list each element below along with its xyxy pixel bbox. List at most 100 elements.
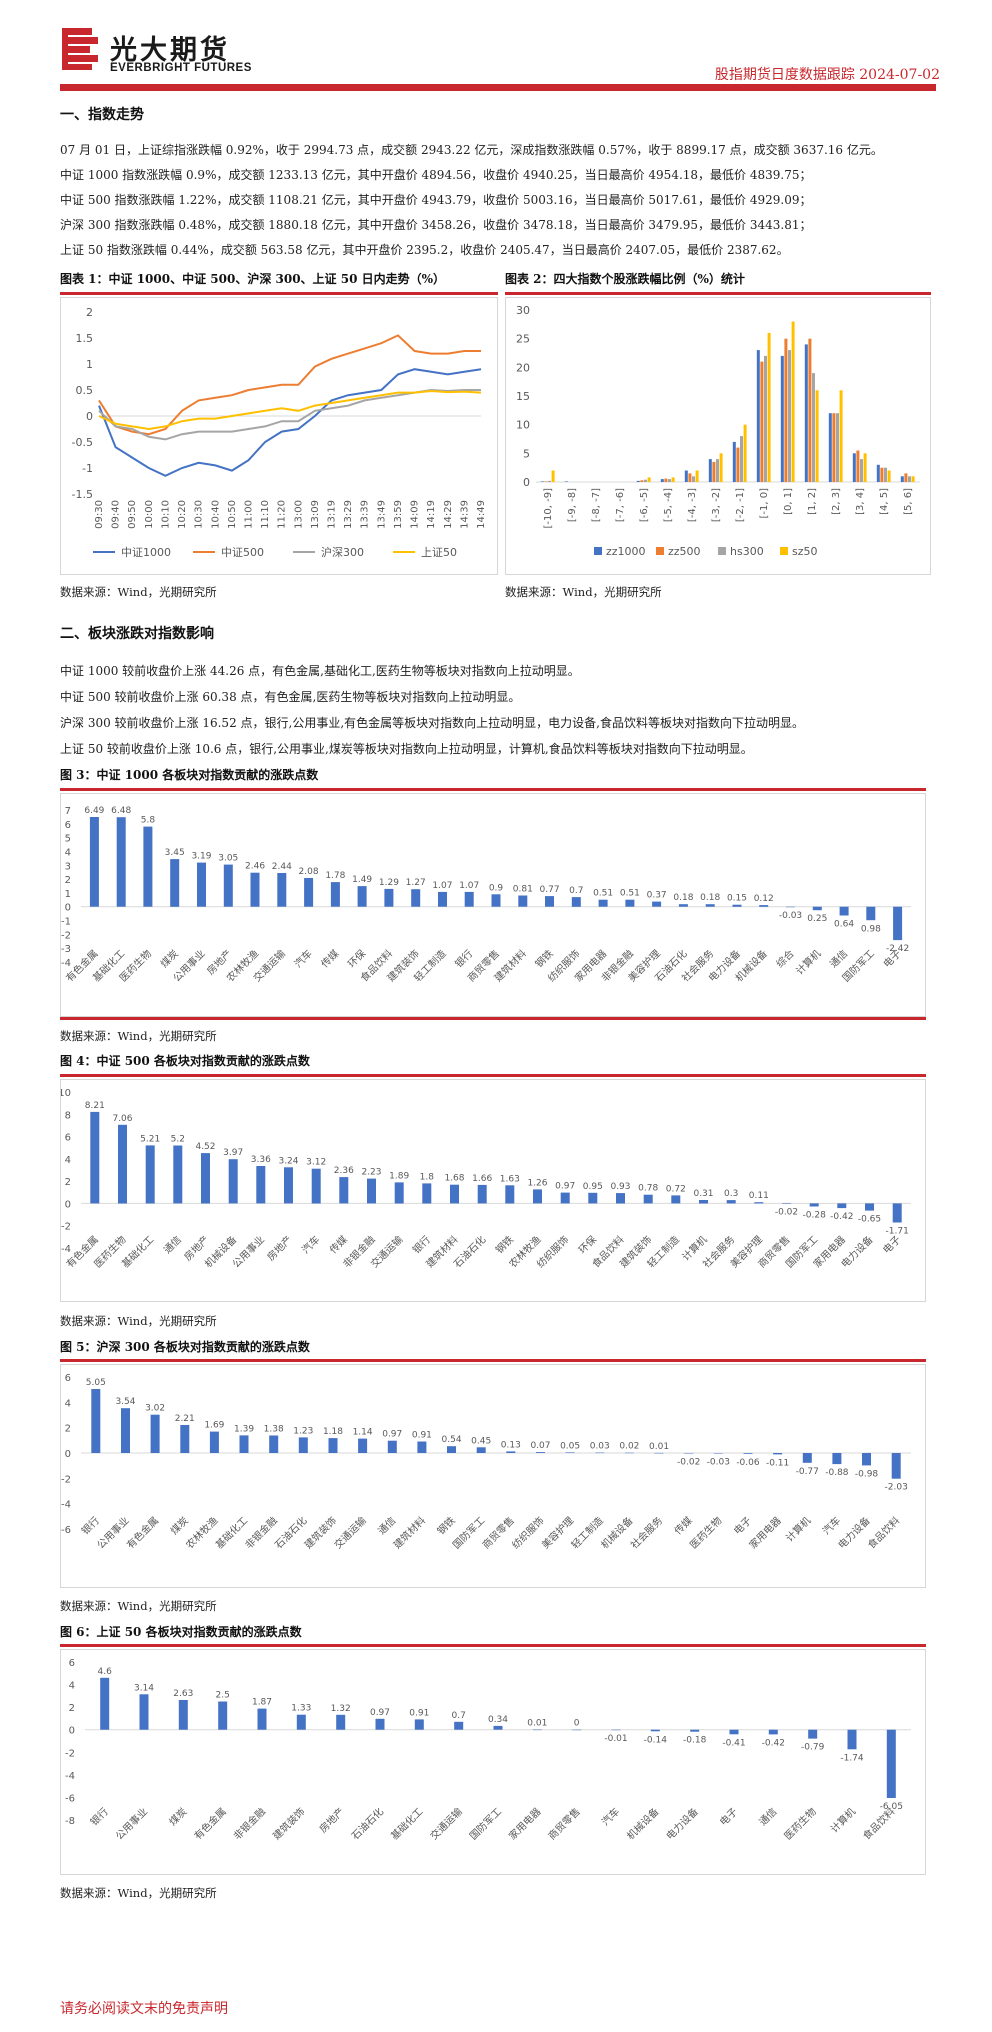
data-label: 0.97 (555, 1182, 575, 1192)
bar (837, 1203, 847, 1209)
fig2-top-rule (505, 292, 931, 295)
x-tick-label: [-1, 0] (759, 488, 770, 519)
bar (644, 479, 647, 482)
bar (863, 453, 867, 482)
bar (588, 1192, 598, 1204)
data-label: 5.05 (86, 1378, 106, 1388)
bar (713, 1453, 723, 1454)
y-tick-label: -6 (65, 1793, 75, 1804)
x-tick-label: 电力设备 (663, 1805, 700, 1842)
x-tick-label: 医药生物 (781, 1805, 818, 1842)
bar (536, 1452, 545, 1453)
data-label: 2.21 (175, 1414, 195, 1424)
data-label: 0.51 (593, 889, 613, 899)
x-tick-label: 13:09 (310, 500, 321, 529)
bar (551, 470, 555, 482)
report-title: 股指期货日度数据跟踪 2024-07-02 (714, 67, 940, 83)
bar (357, 886, 367, 907)
data-label: 3.02 (145, 1404, 165, 1414)
data-label: 0.51 (620, 889, 640, 899)
bar (788, 350, 791, 482)
y-tick-label: 1.5 (76, 332, 94, 345)
bar (493, 1725, 503, 1730)
data-label: 5.2 (171, 1134, 185, 1144)
section2-paragraph: 中证 500 较前收盘价上涨 60.38 点，有色金属,医药生物等板块对指数向上… (60, 690, 521, 704)
bar (564, 481, 568, 482)
bar (695, 470, 699, 482)
bar (716, 459, 719, 482)
data-label: 0.91 (412, 1430, 432, 1440)
data-label: 3.14 (134, 1683, 154, 1693)
y-tick-label: -2 (65, 1748, 75, 1759)
data-label: -0.11 (766, 1458, 789, 1468)
x-tick-label: 13:59 (393, 500, 404, 529)
fig5-top-rule (60, 1359, 926, 1362)
fig3-bottom-rule (60, 1017, 926, 1020)
x-tick-label: 房地产 (316, 1805, 346, 1835)
bar (884, 467, 887, 482)
bar (791, 321, 795, 482)
fig4-top-rule (60, 1074, 926, 1077)
bar (880, 467, 884, 482)
bar (892, 1203, 902, 1223)
data-label: 0.12 (754, 894, 774, 904)
bar (218, 1701, 228, 1730)
bar (477, 1184, 487, 1204)
y-tick-label: 2 (65, 875, 71, 886)
data-label: 1.27 (406, 878, 426, 888)
bar (647, 477, 651, 482)
bar (887, 470, 891, 482)
bar (91, 1389, 101, 1453)
fig2-chart: 0 5 10 15 20 25 30 [-10, -9] [-9, -8] [-8, -7] [-7… (516, 304, 920, 558)
x-tick-label: [2, 3] (831, 488, 842, 515)
data-label: -0.88 (825, 1468, 849, 1478)
data-label: 1.8 (420, 1172, 435, 1182)
bar (852, 453, 856, 482)
data-label: 0.7 (569, 886, 583, 896)
data-label: 3.12 (306, 1158, 326, 1168)
bar (740, 436, 743, 482)
x-tick-label: [1, 2] (807, 488, 818, 515)
x-tick-label: 10:10 (160, 500, 171, 529)
data-label: 1.18 (323, 1427, 343, 1437)
data-label: 0.18 (673, 893, 693, 903)
x-tick-label: 传媒 (319, 948, 342, 971)
section1-paragraph: 中证 500 指数涨跌幅 1.22%，成交额 1108.21 亿元，其中开盘价 … (60, 193, 812, 207)
x-tick-label: 商贸零售 (545, 1805, 582, 1842)
bar (545, 896, 554, 907)
bar (652, 901, 662, 907)
bar (173, 1145, 183, 1204)
series-line (98, 368, 482, 477)
y-tick-label: 0 (65, 1449, 71, 1460)
data-label: -1.71 (886, 1226, 909, 1236)
fig1-top-rule (60, 292, 498, 295)
fig2-title: 图表 2：四大指数个股涨跌幅比例（%）统计 (505, 272, 745, 286)
data-label: 2.63 (173, 1689, 193, 1699)
logo-mark-icon (62, 28, 98, 70)
y-tick-label: 8 (65, 1110, 71, 1121)
bar (269, 1435, 279, 1453)
data-label: 4.6 (98, 1667, 113, 1677)
legend-swatch (656, 547, 664, 555)
data-label: 2.44 (272, 862, 292, 872)
fig1-chart: -1.5 -1 -0.5 0 0.5 1 1.5 2 09:30 09:40 09:50 10:00 1… (72, 306, 487, 559)
fig4-chart: -4-202468108.21有色金属7.06医药生物5.21基础化工5.2通信… (58, 1088, 911, 1270)
company-name-en: EVERBRIGHT FUTURES (110, 62, 252, 74)
x-tick-label: 11:00 (243, 500, 254, 529)
bar (911, 476, 915, 482)
bar (699, 1200, 708, 1204)
x-tick-label: 环保 (576, 1233, 599, 1256)
bar (367, 1178, 376, 1204)
legend-label: hs300 (730, 545, 764, 558)
data-label: 0.98 (861, 924, 881, 934)
bar (671, 477, 675, 482)
bar (544, 481, 548, 482)
bar (832, 413, 836, 482)
bar (654, 1452, 664, 1454)
bar (782, 1203, 791, 1204)
legend-label: 上证50 (421, 546, 457, 559)
bar (121, 1408, 130, 1453)
y-tick-label: 4 (65, 1155, 71, 1166)
data-label: 0.25 (807, 914, 827, 924)
data-label: 7.06 (112, 1114, 132, 1124)
